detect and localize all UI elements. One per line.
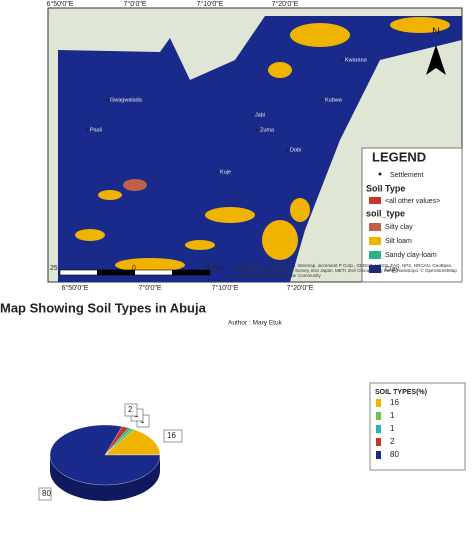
legend-label: Sandy clay-loam — [385, 252, 437, 259]
map-title: Map Showing Soil Types in Abuja — [0, 300, 207, 315]
place-label: Gwagwalada — [110, 97, 143, 103]
soil-clay-area — [58, 16, 462, 282]
pie-label: 2 — [128, 405, 133, 414]
graticule-label: 7°10'0"E — [212, 284, 239, 292]
place-label: Jabi — [255, 112, 265, 118]
legend-label: Clay — [385, 266, 400, 273]
settlement — [285, 148, 289, 152]
pie-legend-title: SOIL TYPES(%) — [375, 389, 427, 396]
scale-bar-segment — [172, 270, 210, 275]
legend-swatch — [369, 197, 381, 204]
silty-clay-patch — [123, 179, 147, 191]
place-label: Dobi — [290, 147, 301, 153]
settlement — [320, 98, 324, 102]
pie-legend-label: 16 — [390, 398, 399, 407]
scale-bar-segment — [97, 270, 135, 275]
pie-legend-swatch — [376, 438, 381, 446]
pie-label: 16 — [167, 431, 176, 440]
pie-legend-swatch — [376, 451, 381, 459]
pie-legend-swatch — [376, 399, 381, 407]
pie-legend-box — [369, 382, 466, 471]
settlement — [105, 98, 109, 102]
pie-legend-label: 2 — [390, 437, 395, 446]
graticule-label: 6°50'0"E — [62, 284, 89, 292]
pie-label: 80 — [42, 489, 51, 498]
legend-swatch — [369, 251, 381, 259]
legend-box — [361, 147, 463, 283]
graticule-label: 7°0'0"E — [124, 0, 147, 8]
legend-title: LEGEND — [372, 149, 426, 164]
pie-callout-box — [38, 487, 52, 501]
silt-loam-patches — [75, 17, 450, 272]
legend-label: Silt loam — [385, 238, 412, 245]
graticule-label: 7°10'0"E — [197, 0, 224, 8]
scale-label: 25 — [50, 265, 58, 272]
graticule-label: 7°20'0"E — [272, 0, 299, 8]
pie-legend-swatch — [376, 425, 381, 433]
legend-swatch — [369, 265, 381, 273]
settlement — [250, 113, 254, 117]
pie-legend-label: 1 — [390, 424, 395, 433]
author: Author : Mary Etuk — [228, 320, 283, 327]
legend-swatch — [369, 237, 381, 245]
pie-slice — [49, 424, 161, 486]
settlement — [255, 128, 259, 132]
pie-legend-swatch — [376, 412, 381, 420]
pie-side — [50, 455, 160, 501]
scale-label: 0 — [132, 265, 136, 272]
north-arrow: N — [426, 26, 446, 75]
settlement — [85, 128, 89, 132]
legend-heading: Soil Type — [366, 183, 405, 193]
place-label: Kuje — [220, 169, 231, 175]
pie-callout-box — [124, 403, 138, 417]
settlement-symbol — [378, 172, 382, 176]
scale-label: 25 Km — [203, 265, 223, 272]
settlement — [215, 170, 219, 174]
legend-field: soil_type — [366, 208, 405, 218]
attribution-text: Sources: Esri, HERE, Garmin, Intermap, i… — [236, 263, 457, 278]
graticule-label: 6°50'0"E — [47, 0, 74, 8]
pie-slice — [104, 429, 161, 456]
legend-other: <all other values> — [385, 198, 440, 205]
graticule-label: 7°20'0"E — [287, 284, 314, 292]
place-label: Pasli — [90, 127, 102, 133]
place-label: Kubwa — [325, 97, 343, 103]
pie-legend-label: 80 — [390, 450, 399, 459]
pie-legend-label: 1 — [390, 411, 395, 420]
legend-label: Silty clay — [385, 224, 413, 231]
pie-callout-box — [163, 429, 183, 443]
legend-settlement: Settlement — [390, 172, 424, 179]
attribution: Sources: Esri, HERE, Garmin, Intermap, i… — [236, 263, 457, 278]
place-label: Zuma — [260, 127, 275, 133]
legend-swatch — [369, 223, 381, 231]
svg-text:N: N — [432, 26, 440, 38]
place-label: Kwarana — [345, 57, 368, 63]
settlement — [340, 58, 344, 62]
graticule-label: 7°0'0"E — [139, 284, 162, 292]
